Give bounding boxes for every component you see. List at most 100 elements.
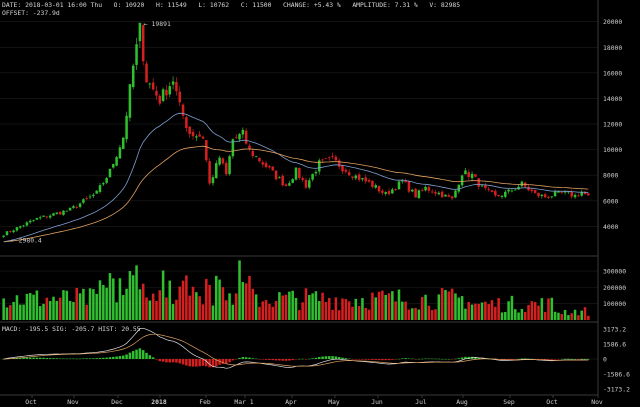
macd-histogram-bar bbox=[357, 359, 361, 360]
candle-body bbox=[377, 185, 381, 192]
candle-body bbox=[274, 170, 278, 180]
volume-bar bbox=[434, 309, 437, 320]
volume-bar bbox=[504, 311, 507, 320]
volume-bar bbox=[205, 278, 208, 320]
volume-bar bbox=[221, 287, 225, 320]
macd-histogram-bar bbox=[537, 359, 540, 360]
candle-body bbox=[543, 194, 547, 198]
macd-histogram-bar bbox=[191, 359, 195, 367]
candle-body bbox=[550, 196, 554, 198]
macd-line bbox=[3, 327, 589, 369]
candle-body bbox=[587, 193, 590, 196]
volume-bar bbox=[344, 299, 348, 320]
volume-bar bbox=[38, 306, 42, 320]
fast-moving-average bbox=[3, 112, 589, 243]
macd-histogram-bar bbox=[384, 359, 387, 361]
candle-body bbox=[125, 115, 128, 140]
candle-body bbox=[261, 162, 265, 165]
candle-body bbox=[45, 216, 49, 218]
volume-bar bbox=[301, 302, 304, 320]
volume-bar bbox=[324, 301, 328, 320]
volume-bar bbox=[450, 288, 454, 320]
candle-body bbox=[351, 176, 354, 178]
candle-body bbox=[121, 137, 125, 149]
candle-body bbox=[82, 199, 85, 203]
candle-body bbox=[185, 117, 188, 129]
macd-histogram-bar bbox=[440, 358, 444, 360]
volume-bar bbox=[19, 304, 22, 320]
candle-body bbox=[397, 181, 401, 190]
macd-histogram-bar bbox=[563, 358, 567, 360]
macd-histogram-bar bbox=[371, 359, 374, 360]
candle-body bbox=[454, 190, 457, 198]
macd-histogram-bar bbox=[457, 358, 461, 359]
volume-bar bbox=[377, 291, 381, 320]
volume-bar bbox=[540, 298, 544, 320]
macd-histogram-bar bbox=[583, 358, 587, 360]
volume-bar bbox=[371, 292, 374, 320]
volume-bar bbox=[201, 304, 205, 320]
volume-bar bbox=[317, 301, 321, 320]
price-tick-label: 20000 bbox=[603, 18, 622, 26]
volume-bar bbox=[354, 298, 358, 320]
candle-body bbox=[221, 158, 225, 164]
candle-body bbox=[201, 136, 205, 139]
candle-body bbox=[278, 177, 281, 179]
x-tick-label: Sep bbox=[503, 398, 515, 406]
candle-body bbox=[38, 217, 42, 219]
macd-histogram-bar bbox=[85, 358, 88, 359]
volume-bar bbox=[520, 308, 524, 320]
macd-histogram-bar bbox=[281, 359, 284, 361]
volume-bar bbox=[65, 290, 69, 320]
candle-body bbox=[560, 192, 564, 194]
candle-body bbox=[42, 215, 45, 217]
volume-bar bbox=[547, 298, 550, 320]
candle-body bbox=[504, 191, 507, 197]
macd-histogram-bar bbox=[420, 358, 424, 360]
volume-bar bbox=[241, 282, 245, 320]
volume-bar bbox=[298, 310, 301, 320]
candle-body bbox=[118, 147, 122, 159]
volume-bar bbox=[248, 275, 251, 320]
candle-body bbox=[547, 196, 550, 198]
volume-bar bbox=[427, 305, 431, 320]
candle-body bbox=[151, 82, 155, 90]
macd-histogram-bar bbox=[35, 357, 39, 359]
macd-histogram-bar bbox=[540, 359, 544, 360]
price-tick-label: 14000 bbox=[603, 95, 622, 103]
macd-histogram-bar bbox=[394, 359, 397, 360]
candle-body bbox=[258, 157, 261, 162]
volume-tick-label: 100000 bbox=[603, 300, 626, 308]
volume-bar bbox=[513, 309, 517, 320]
candle-body bbox=[317, 160, 321, 172]
candle-body bbox=[437, 192, 441, 195]
volume-bar bbox=[195, 292, 198, 320]
candle-body bbox=[228, 156, 231, 175]
volume-bar bbox=[254, 294, 258, 320]
volume-bar bbox=[191, 286, 195, 320]
candle-body bbox=[175, 82, 178, 92]
volume-bar bbox=[228, 293, 231, 320]
volume-bar bbox=[337, 310, 341, 320]
volume-bar bbox=[198, 296, 201, 320]
candle-body bbox=[155, 90, 158, 96]
volume-bar bbox=[151, 293, 155, 320]
macd-histogram-bar bbox=[215, 359, 218, 367]
volume-bar bbox=[158, 290, 162, 320]
slow-moving-average bbox=[3, 145, 589, 243]
volume-bar bbox=[185, 275, 188, 320]
macd-histogram-bar bbox=[351, 359, 354, 360]
macd-histogram-bar bbox=[108, 357, 112, 359]
candle-body bbox=[298, 168, 301, 179]
x-tick-label: May bbox=[328, 398, 340, 406]
volume-bar bbox=[530, 301, 534, 320]
candle-body bbox=[354, 175, 358, 179]
volume-bar bbox=[573, 309, 577, 320]
macd-histogram-bar bbox=[68, 358, 72, 360]
volume-bar bbox=[268, 303, 271, 320]
candle-body bbox=[427, 187, 431, 191]
volume-bar bbox=[444, 289, 447, 320]
volume-bar bbox=[251, 288, 255, 320]
candle-body bbox=[470, 173, 474, 179]
macd-histogram-bar bbox=[105, 357, 108, 359]
